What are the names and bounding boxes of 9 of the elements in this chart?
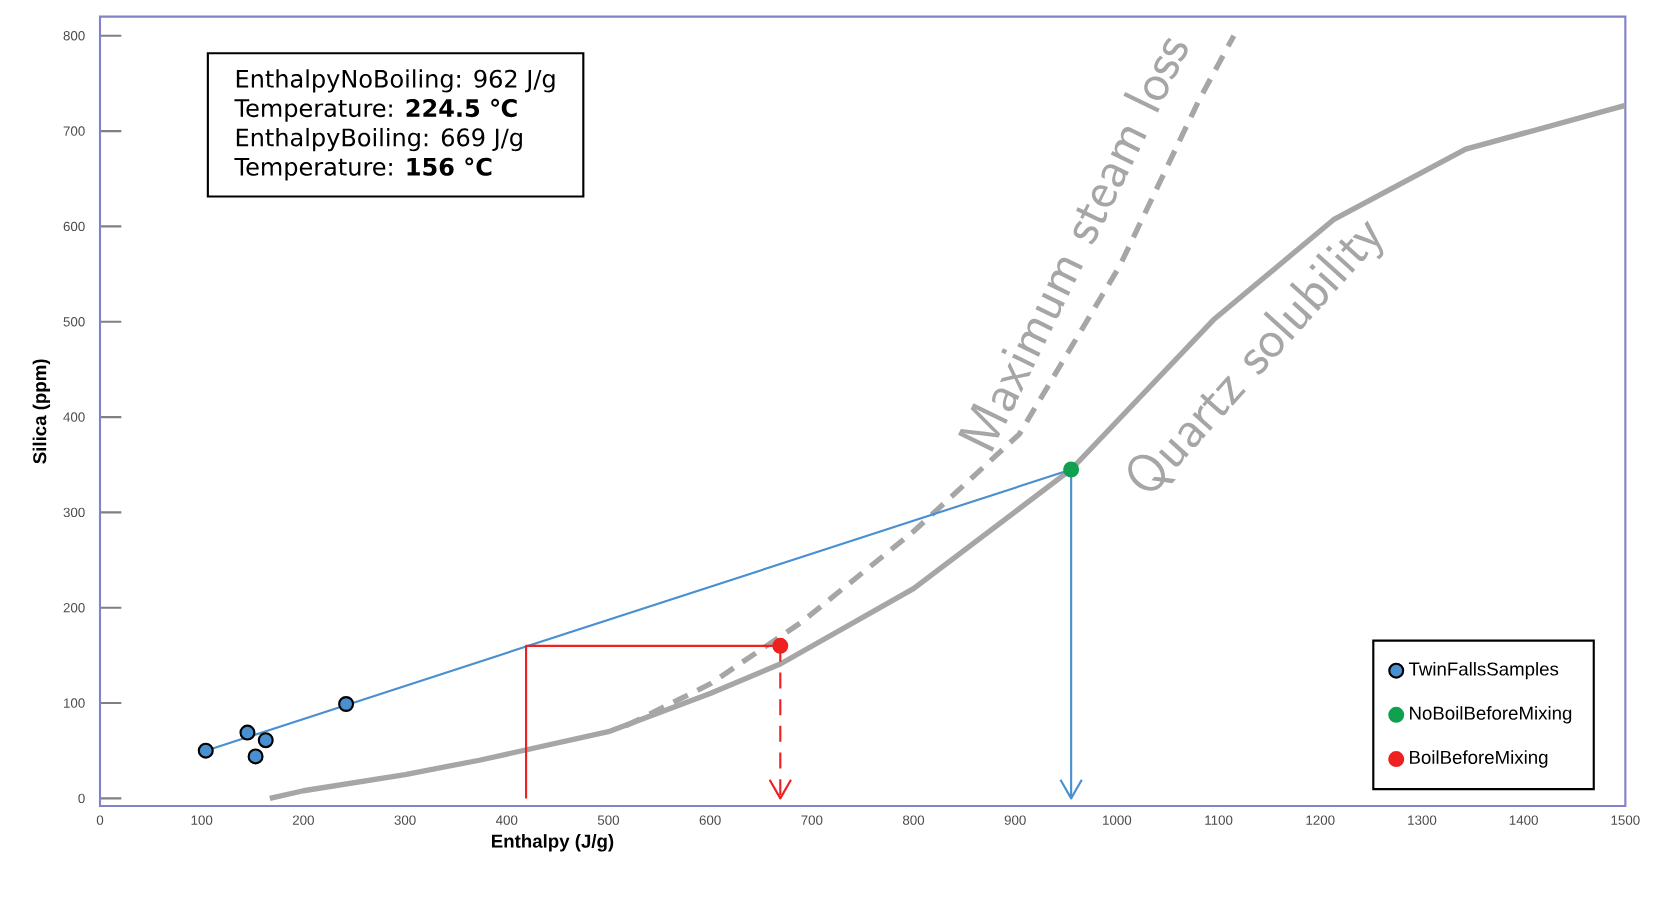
legend-label: BoilBeforeMixing — [1410, 750, 1548, 768]
legend-label: TwinFallsSamples — [1408, 661, 1559, 680]
x-axis-title: Enthalpy (J/g) — [492, 834, 614, 852]
annotation: EnthalpyBoiling: 669 J/g — [236, 127, 522, 152]
legend-label: NoBoilBeforeMixing — [1410, 706, 1572, 724]
y-axis-title: Silica (ppm) — [32, 359, 51, 464]
annotation: EnthalpyNoBoiling: 962 J/g — [236, 69, 555, 93]
annotation: Temperature: 156 °C — [234, 157, 492, 181]
annotation: Temperature: 224.5 ℃ — [234, 98, 517, 122]
